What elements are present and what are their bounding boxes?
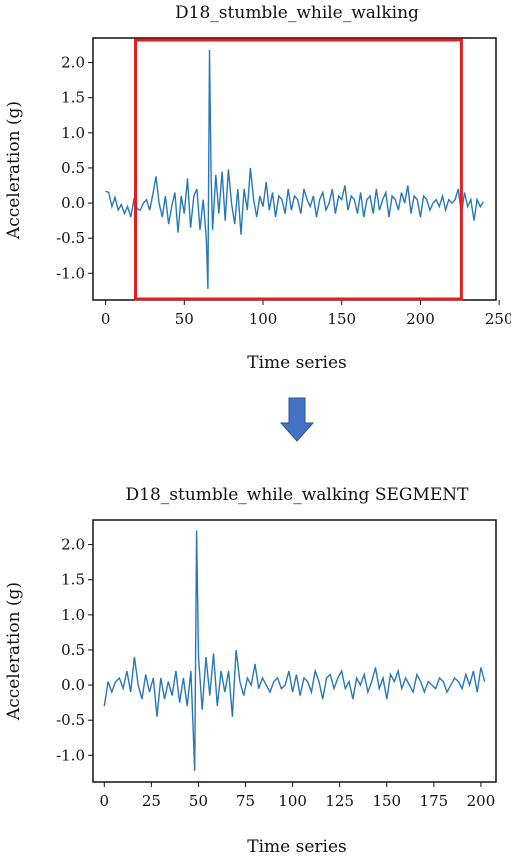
x-tick-label: 50 xyxy=(189,792,208,810)
y-tick-label: 1.0 xyxy=(61,124,85,142)
chart-2-xlabel: Time series xyxy=(247,837,347,857)
y-tick-label: 0.0 xyxy=(61,676,85,694)
x-tick-label: 125 xyxy=(325,792,354,810)
x-tick-label: 100 xyxy=(249,310,278,328)
chart-1-ylabel: Acceleration (g) xyxy=(4,101,24,240)
chart-1-frame xyxy=(92,37,497,301)
chart-2-ticks: 0 25 50 75 100 125 150 175 200 -1.0 -0.5 0.0 0.5 1.0 1… xyxy=(56,536,495,810)
chart-1-series-line xyxy=(105,49,484,289)
y-tick-label: 0.0 xyxy=(61,194,85,212)
x-tick-label: 150 xyxy=(372,792,401,810)
y-tick-label: 0.5 xyxy=(61,159,85,177)
x-tick-label: 200 xyxy=(467,792,496,810)
y-tick-label: 1.5 xyxy=(61,89,85,107)
chart-1-ticks: 0 50 100 150 200 250 -1.0 -0.5 0.0 0.5 1.0 1.5 2.0 xyxy=(56,54,511,328)
chart-1: D18_stumble_while_walking 0 50 100 150 200 25… xyxy=(4,3,511,373)
x-tick-label: 250 xyxy=(485,310,511,328)
x-tick-label: 200 xyxy=(406,310,435,328)
chart-1-title: D18_stumble_while_walking xyxy=(175,3,419,23)
chart-1-xlabel: Time series xyxy=(247,353,347,373)
y-tick-label: -1.0 xyxy=(56,746,85,764)
x-tick-label: 25 xyxy=(142,792,161,810)
x-tick-label: 175 xyxy=(420,792,449,810)
x-tick-label: 50 xyxy=(175,310,194,328)
y-tick-label: 2.0 xyxy=(61,536,85,554)
chart-2-title: D18_stumble_while_walking SEGMENT xyxy=(126,485,470,505)
x-tick-label: 75 xyxy=(236,792,255,810)
chart-2: D18_stumble_while_walking SEGMENT 0 25 50 7… xyxy=(4,485,497,857)
y-tick-label: 1.5 xyxy=(61,571,85,589)
x-tick-label: 0 xyxy=(101,310,111,328)
segment-highlight-box xyxy=(134,38,463,301)
chart-2-ylabel: Acceleration (g) xyxy=(4,582,24,721)
chart-2-series-line xyxy=(103,530,486,771)
y-tick-label: -1.0 xyxy=(56,264,85,282)
y-tick-label: -0.5 xyxy=(56,711,85,729)
down-arrow-icon xyxy=(279,397,315,442)
y-tick-label: 1.0 xyxy=(61,606,85,624)
y-tick-label: 0.5 xyxy=(61,641,85,659)
x-tick-label: 100 xyxy=(278,792,307,810)
y-tick-label: -0.5 xyxy=(56,229,85,247)
y-tick-label: 2.0 xyxy=(61,54,85,72)
x-tick-label: 150 xyxy=(327,310,356,328)
x-tick-label: 0 xyxy=(100,792,110,810)
chart-2-frame xyxy=(92,519,497,783)
